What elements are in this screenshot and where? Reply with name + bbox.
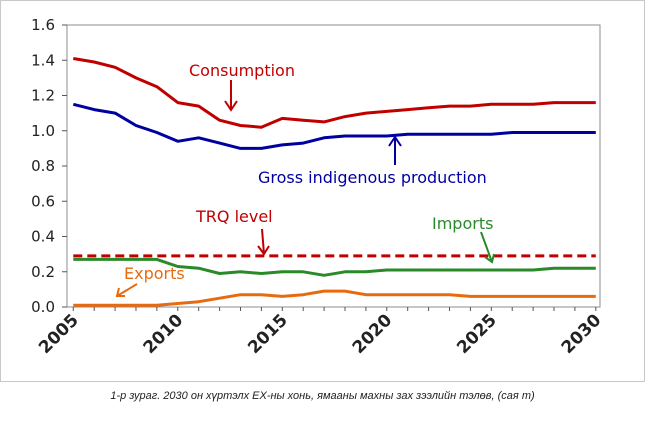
y-tick-label: 1.2 [31, 87, 55, 105]
annotation-imports: Imports [432, 214, 493, 233]
y-tick-label: 1.4 [31, 51, 55, 69]
y-tick-label: 1.6 [31, 16, 55, 34]
annotation-trq-level: TRQ level [195, 207, 273, 226]
arrow-exports [115, 283, 138, 297]
arrow-trq-level [257, 228, 270, 256]
series-line-exports [73, 289, 596, 307]
series-line-gross-indigenous-production [72, 102, 596, 150]
annotation-consumption: Consumption [189, 61, 295, 80]
y-tick-label: 0.2 [31, 263, 55, 281]
x-tick-label: 2005 [35, 310, 83, 358]
y-tick-label: 0.6 [31, 192, 55, 210]
x-tick-label: 2030 [558, 310, 606, 358]
x-tick-label: 2025 [453, 310, 501, 358]
arrow-consumption [224, 80, 238, 112]
x-tick-label: 2015 [244, 310, 292, 358]
series-line-consumption [73, 57, 596, 129]
arrow-gross-production [388, 135, 402, 165]
arrow-imports [480, 231, 495, 264]
line-chart: 0.0 0.2 0.4 0.6 0.8 1.0 1.2 1.4 1.6 2005 2010 2015… [31, 16, 605, 358]
y-axis: 0.0 0.2 0.4 0.6 0.8 1.0 1.2 1.4 1.6 [31, 16, 67, 316]
y-tick-label: 0.4 [31, 228, 55, 246]
x-axis: 2005 2010 2015 2020 2025 2030 [35, 307, 605, 358]
series-line-imports [73, 257, 596, 277]
annotation-gross-production: Gross indigenous production [258, 168, 487, 187]
figure-caption: 1-р зураг. 2030 он хүртэлх ЕХ-ны хонь, я… [110, 390, 535, 402]
x-tick-label: 2010 [140, 310, 188, 358]
series-lines [72, 57, 596, 307]
annotation-exports: Exports [124, 264, 185, 283]
y-tick-label: 1.0 [31, 122, 55, 140]
y-tick-label: 0.0 [31, 298, 55, 316]
x-tick-label: 2020 [349, 310, 397, 358]
y-tick-label: 0.8 [31, 157, 55, 175]
